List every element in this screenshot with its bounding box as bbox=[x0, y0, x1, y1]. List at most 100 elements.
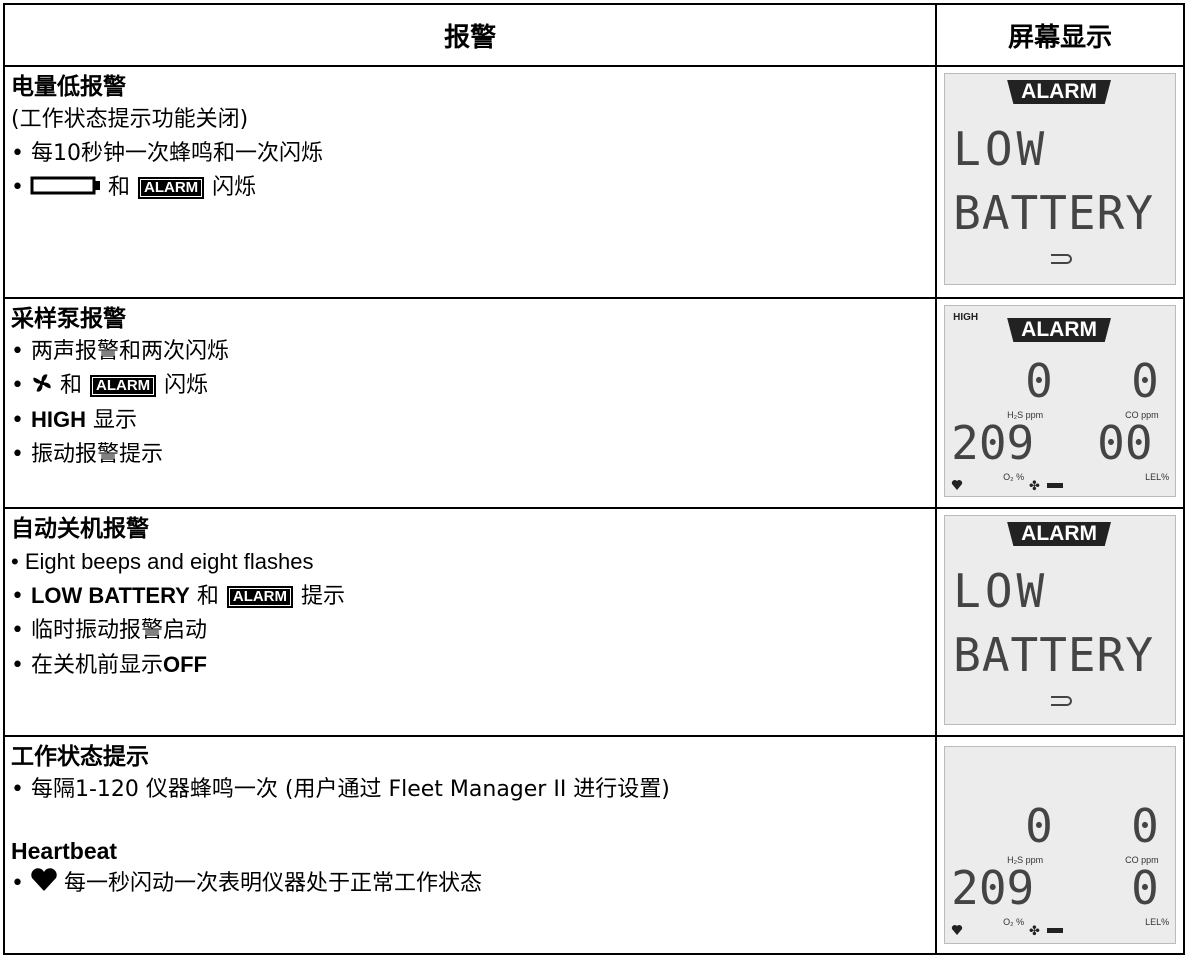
text: • bbox=[11, 373, 24, 398]
lcd-arrow bbox=[1051, 696, 1073, 706]
lcd-unit: H₂S ppm bbox=[1007, 410, 1044, 420]
display-cell: ALARM LOW BATTERY bbox=[935, 507, 1185, 737]
text: • bbox=[11, 871, 24, 896]
row-title: 工作状态提示 bbox=[11, 744, 149, 770]
lcd-text: BATTERY bbox=[953, 186, 1155, 240]
svg-text:✤: ✤ bbox=[1029, 479, 1040, 492]
lcd-unit: O₂ % bbox=[1003, 472, 1025, 482]
line: • 每一秒闪动一次表明仪器处于正常工作状态 bbox=[11, 867, 929, 901]
battery-icon bbox=[30, 176, 100, 195]
bold-text: LOW BATTERY bbox=[30, 583, 190, 608]
lcd-reading: 00 bbox=[1097, 416, 1153, 470]
lcd-reading: 209 bbox=[951, 416, 1035, 470]
text: 和 bbox=[107, 175, 130, 200]
lcd-text: LOW bbox=[953, 564, 1049, 618]
table-row: 工作状态提示 • 每隔1-120 仪器蜂鸣一次 (用户通过 Fleet Mana… bbox=[2, 735, 1185, 955]
lcd-icons: ✤ bbox=[952, 479, 1064, 492]
lcd-panel: 0 H₂S ppm 0 CO ppm 209 O₂ % 0 LEL% ✤ bbox=[944, 746, 1177, 944]
line: • Eight beeps and eight flashes bbox=[11, 545, 929, 579]
lcd-reading: 209 bbox=[951, 861, 1035, 915]
lcd-text: LOW bbox=[953, 122, 1049, 176]
svg-text:✤: ✤ bbox=[1029, 924, 1040, 937]
description-cell: 自动关机报警 • Eight beeps and eight flashes •… bbox=[2, 507, 938, 737]
line: • 每隔1-120 仪器蜂鸣一次 (用户通过 Fleet Manager II … bbox=[11, 773, 929, 807]
text: 显示 bbox=[85, 408, 137, 433]
bold-text: HIGH bbox=[30, 407, 86, 432]
alarm-table: 报警 屏幕显示 电量低报警 (工作状态提示功能关闭) • 每10秒钟一次蜂鸣和一… bbox=[2, 3, 1185, 955]
lcd-reading: 0 bbox=[1131, 861, 1159, 915]
line: • 在关机前显示OFF bbox=[11, 648, 929, 683]
line: • LOW BATTERY 和 ALARM 提示 bbox=[11, 579, 929, 614]
lcd-unit: LEL% bbox=[1145, 917, 1170, 927]
text: 闪烁 bbox=[164, 373, 209, 398]
text: • 两声报警和两次闪烁 bbox=[11, 339, 229, 364]
lcd-banner: ALARM bbox=[1007, 522, 1111, 546]
header-row: 报警 屏幕显示 bbox=[2, 3, 1185, 67]
heart-icon bbox=[31, 868, 57, 891]
alarm-badge: ALARM bbox=[138, 177, 205, 199]
line: • 每10秒钟一次蜂鸣和一次闪烁 bbox=[11, 137, 929, 171]
line: • 和 ALARM 闪烁 bbox=[11, 369, 929, 403]
text: • bbox=[11, 584, 31, 609]
alarm-badge: ALARM bbox=[90, 375, 157, 397]
text: • 每隔1-120 仪器蜂鸣一次 (用户通过 Fleet Manager II … bbox=[11, 777, 670, 802]
lcd-unit: O₂ % bbox=[1003, 917, 1025, 927]
lcd-reading: 0 bbox=[1131, 799, 1163, 853]
line: (工作状态提示功能关闭) bbox=[11, 103, 929, 137]
alarm-badge: ALARM bbox=[226, 586, 294, 608]
text: • 临时振动报警启动 bbox=[11, 618, 207, 643]
lcd-arrow bbox=[1051, 254, 1073, 264]
text: • 每10秒钟一次蜂鸣和一次闪烁 bbox=[11, 141, 323, 166]
header-cell: 报警 bbox=[2, 3, 938, 67]
text: (工作状态提示功能关闭) bbox=[11, 107, 249, 132]
display-cell: ALARM LOW BATTERY bbox=[935, 65, 1185, 299]
line: • HIGH 显示 bbox=[11, 403, 929, 438]
fan-icon bbox=[33, 374, 51, 392]
description-cell: 电量低报警 (工作状态提示功能关闭) • 每10秒钟一次蜂鸣和一次闪烁 • 和 AL… bbox=[2, 65, 938, 299]
text: 每一秒闪动一次表明仪器处于正常工作状态 bbox=[63, 871, 482, 896]
display-cell: HIGH ALARM 0 H₂S ppm 0 CO ppm 209 O₂ % 0… bbox=[935, 297, 1185, 509]
text: 闪烁 bbox=[212, 175, 257, 200]
text: • Eight beeps and eight flashes bbox=[11, 549, 314, 574]
text: • bbox=[11, 175, 24, 200]
table-row: 电量低报警 (工作状态提示功能关闭) • 每10秒钟一次蜂鸣和一次闪烁 • 和 AL… bbox=[2, 65, 1185, 299]
bold-text: OFF bbox=[162, 652, 207, 677]
lcd-tag: HIGH bbox=[953, 312, 979, 323]
row-title: 自动关机报警 bbox=[11, 516, 149, 542]
lcd-panel: HIGH ALARM 0 H₂S ppm 0 CO ppm 209 O₂ % 0… bbox=[944, 305, 1177, 497]
lcd-banner: ALARM bbox=[1007, 318, 1111, 342]
text: • 在关机前显示 bbox=[11, 653, 163, 678]
table-row: 自动关机报警 • Eight beeps and eight flashes •… bbox=[2, 507, 1185, 737]
line: • 两声报警和两次闪烁 bbox=[11, 335, 929, 369]
text: 提示 bbox=[301, 584, 346, 609]
row-title: 采样泵报警 bbox=[11, 306, 126, 332]
lcd-text: BATTERY bbox=[953, 628, 1155, 682]
line: • 和 ALARM 闪烁 bbox=[11, 171, 929, 205]
text: 和 bbox=[59, 373, 82, 398]
row-title: 电量低报警 bbox=[11, 74, 126, 100]
lcd-icons: ✤ bbox=[952, 924, 1064, 937]
text: • 振动报警提示 bbox=[11, 442, 163, 467]
lcd-reading: 0 bbox=[1025, 799, 1057, 853]
lcd-unit: LEL% bbox=[1145, 472, 1170, 482]
table-row: 采样泵报警 • 两声报警和两次闪烁 • 和 ALARM 闪烁 • HIGH 显示 • … bbox=[2, 297, 1185, 509]
lcd-banner: ALARM bbox=[1007, 80, 1111, 104]
header-cell: 屏幕显示 bbox=[935, 3, 1185, 67]
row-subtitle: Heartbeat bbox=[11, 838, 118, 864]
lcd-reading: 0 bbox=[1025, 354, 1057, 408]
lcd-panel: ALARM LOW BATTERY bbox=[944, 515, 1177, 725]
text: 和 bbox=[189, 584, 219, 609]
lcd-unit: H₂S ppm bbox=[1007, 855, 1044, 865]
line: • 临时振动报警启动 bbox=[11, 614, 929, 648]
description-cell: 工作状态提示 • 每隔1-120 仪器蜂鸣一次 (用户通过 Fleet Mana… bbox=[2, 735, 938, 955]
lcd-reading: 0 bbox=[1131, 354, 1163, 408]
text: • bbox=[11, 408, 31, 433]
display-cell: 0 H₂S ppm 0 CO ppm 209 O₂ % 0 LEL% ✤ bbox=[935, 735, 1185, 955]
lcd-unit: CO ppm bbox=[1125, 855, 1159, 865]
spacer bbox=[11, 807, 929, 835]
description-cell: 采样泵报警 • 两声报警和两次闪烁 • 和 ALARM 闪烁 • HIGH 显示 • … bbox=[2, 297, 938, 509]
line: • 振动报警提示 bbox=[11, 438, 929, 472]
lcd-panel: ALARM LOW BATTERY bbox=[944, 73, 1177, 285]
lcd-unit: CO ppm bbox=[1125, 410, 1159, 420]
